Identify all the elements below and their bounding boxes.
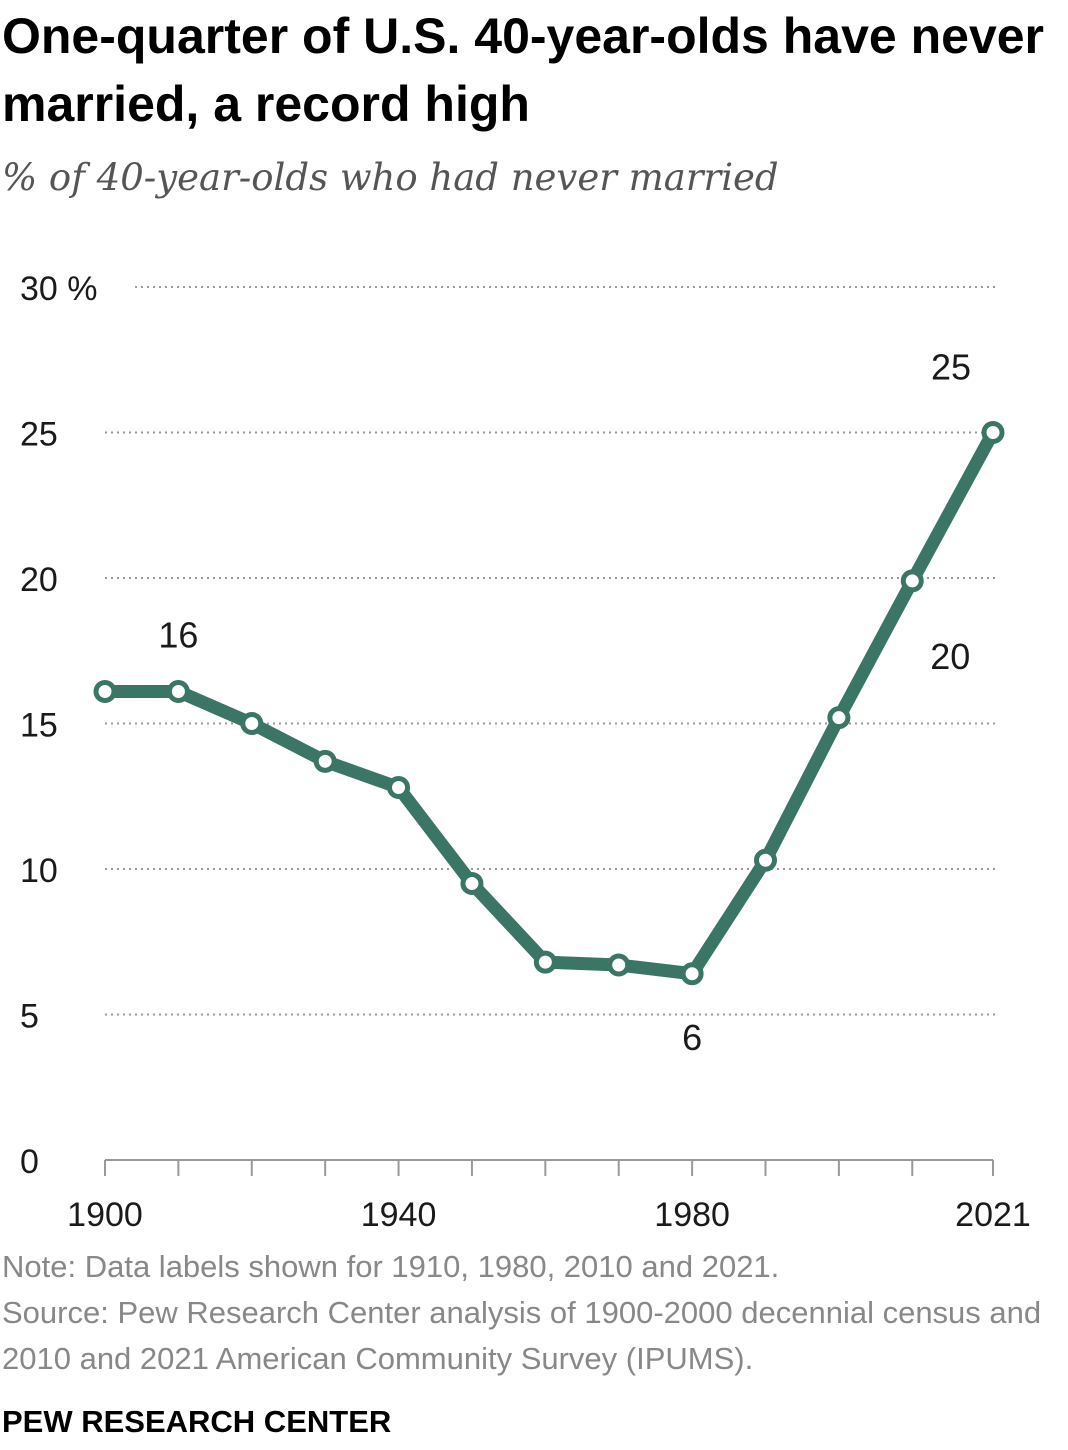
y-tick-label: 25 — [20, 416, 58, 454]
data-point — [313, 749, 337, 773]
x-tick-label: 1940 — [361, 1196, 437, 1234]
note-text: Note: Data labels shown for 1910, 1980, … — [2, 1249, 780, 1284]
chart-title: One-quarter of U.S. 40-year-olds have ne… — [2, 8, 1045, 132]
y-tick-label: 30 % — [20, 270, 98, 308]
data-point — [607, 953, 631, 977]
series-line — [98, 426, 1000, 981]
data-point — [93, 679, 117, 703]
x-tick-label: 1900 — [67, 1196, 143, 1234]
data-point — [827, 706, 851, 730]
brand-logo-text: PEW RESEARCH CENTER — [2, 1404, 392, 1439]
data-point — [900, 569, 924, 593]
data-label: 6 — [682, 1017, 702, 1058]
data-point — [680, 962, 704, 986]
chart-notes: Note: Data labels shown for 1910, 1980, … — [2, 1244, 1064, 1382]
y-tick-label: 20 — [20, 561, 58, 599]
y-tick-label: 15 — [20, 707, 58, 745]
data-label: 25 — [931, 347, 971, 388]
data-point — [981, 421, 1005, 444]
y-axis-tick-labels: 0 5 10 15 20 25 30 % — [20, 270, 98, 1181]
y-tick-label: 0 — [20, 1143, 39, 1181]
x-tick-label: 1980 — [654, 1196, 730, 1234]
source-text: Source: Pew Research Center analysis of … — [2, 1295, 1042, 1376]
x-tick-label: 2021 — [955, 1196, 1031, 1234]
y-tick-label: 10 — [20, 852, 58, 890]
data-point — [460, 872, 484, 896]
data-point — [240, 712, 264, 735]
data-points — [93, 421, 1005, 986]
gridlines — [105, 286, 995, 1016]
data-label: 20 — [930, 636, 970, 677]
data-label: 16 — [158, 614, 198, 655]
series-line-path — [98, 426, 1000, 981]
data-point — [387, 776, 411, 800]
chart-subtitle: % of 40-year-olds who had never married — [2, 156, 779, 199]
data-point — [533, 950, 557, 974]
x-axis: 1900 1940 1980 2021 — [67, 1159, 1031, 1234]
data-point — [166, 679, 190, 703]
data-labels: 16 6 20 25 — [158, 347, 971, 1058]
y-tick-label: 5 — [20, 998, 39, 1036]
line-chart: 0 5 10 15 20 25 30 % 1900 1940 1980 2021 16 6 20 25 — [20, 270, 1031, 1234]
data-point — [753, 848, 777, 872]
